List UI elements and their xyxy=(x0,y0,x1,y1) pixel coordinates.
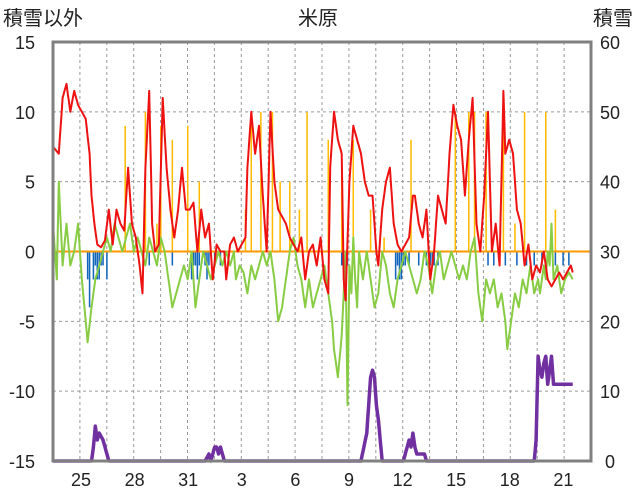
right-tick-label: 50 xyxy=(600,103,620,123)
precipitation-bars xyxy=(52,111,570,308)
bar-negative xyxy=(398,251,401,280)
bar-positive xyxy=(369,209,372,252)
bar-positive xyxy=(198,181,201,252)
bar-negative xyxy=(106,251,108,280)
right-axis-title: 積雪 xyxy=(593,7,633,30)
left-tick-label: 5 xyxy=(25,173,35,193)
x-tick-label: 3 xyxy=(237,470,247,490)
bar-negative xyxy=(396,251,399,266)
bar-negative xyxy=(417,251,420,266)
series-line-green xyxy=(52,180,574,407)
bar-positive xyxy=(288,181,291,252)
bar-positive xyxy=(327,139,330,252)
bar-negative xyxy=(394,251,397,280)
bar-positive xyxy=(383,237,385,252)
x-tick-label: 28 xyxy=(125,470,145,490)
right-tick-label: 0 xyxy=(605,452,615,472)
bar-negative xyxy=(516,251,518,266)
bar-negative xyxy=(429,251,432,266)
bar-positive xyxy=(271,111,274,252)
left-axis-title: 積雪以外 xyxy=(3,7,83,30)
bar-positive xyxy=(306,111,308,252)
bar-negative xyxy=(190,251,193,280)
x-tick-label: 12 xyxy=(393,470,413,490)
bar-positive xyxy=(250,111,253,252)
x-tick-label: 25 xyxy=(71,470,91,490)
bar-negative xyxy=(554,251,557,266)
bar-negative xyxy=(192,251,195,266)
x-tick-label: 6 xyxy=(290,470,300,490)
bar-negative xyxy=(94,251,97,266)
bar-positive xyxy=(502,111,505,252)
x-tick-label: 31 xyxy=(178,470,198,490)
right-tick-label: 40 xyxy=(600,173,620,193)
bar-negative xyxy=(171,251,174,266)
left-tick-label: -10 xyxy=(9,382,35,402)
bar-negative xyxy=(92,251,95,280)
bar-negative xyxy=(504,251,507,266)
grid xyxy=(53,42,591,461)
x-tick-label: 9 xyxy=(344,470,354,490)
bar-negative xyxy=(96,251,99,280)
bar-positive xyxy=(485,111,487,252)
bar-positive xyxy=(410,139,412,252)
left-tick-label: -5 xyxy=(19,312,35,332)
bar-positive xyxy=(514,223,516,252)
bar-negative xyxy=(194,251,197,266)
bar-negative xyxy=(533,251,535,266)
bar-negative xyxy=(568,251,570,266)
bar-negative xyxy=(493,251,495,266)
bar-positive xyxy=(352,139,355,252)
bar-negative xyxy=(88,251,91,308)
bar-positive xyxy=(298,209,301,252)
x-tick-label: 18 xyxy=(500,470,520,490)
chart-title: 米原 xyxy=(298,7,338,30)
bar-positive xyxy=(454,111,457,252)
series-lines xyxy=(52,82,574,463)
left-tick-label: 15 xyxy=(15,33,35,53)
bar-negative xyxy=(562,251,564,266)
x-tick-label: 15 xyxy=(446,470,466,490)
right-tick-label: 20 xyxy=(600,312,620,332)
bar-positive xyxy=(554,209,557,252)
bar-negative xyxy=(198,251,201,266)
right-tick-label: 60 xyxy=(600,33,620,53)
bar-positive xyxy=(171,139,174,252)
bar-positive xyxy=(544,111,547,252)
plot-frame xyxy=(51,40,593,463)
bar-negative xyxy=(102,251,104,266)
bar-positive xyxy=(156,223,158,252)
bar-negative xyxy=(487,251,489,266)
bar-positive xyxy=(186,125,189,252)
bar-positive xyxy=(523,111,526,252)
left-tick-label: 10 xyxy=(15,103,35,123)
bar-positive xyxy=(468,111,470,252)
bar-negative xyxy=(408,251,410,266)
bar-negative xyxy=(148,251,151,266)
bar-negative xyxy=(404,251,407,266)
x-tick-label: 21 xyxy=(553,470,573,490)
left-tick-label: -15 xyxy=(9,452,35,472)
series-line-red xyxy=(52,82,574,302)
bar-positive xyxy=(124,125,126,252)
bar-positive xyxy=(279,181,281,252)
bar-negative xyxy=(86,251,89,280)
bar-negative xyxy=(208,251,210,266)
series-line-snow-depth xyxy=(52,354,574,463)
right-tick-label: 30 xyxy=(600,243,620,263)
left-tick-label: 0 xyxy=(25,243,35,263)
bar-negative xyxy=(196,251,199,280)
bar-positive xyxy=(260,111,262,252)
bar-negative xyxy=(340,251,343,266)
right-tick-label: 10 xyxy=(600,382,620,402)
